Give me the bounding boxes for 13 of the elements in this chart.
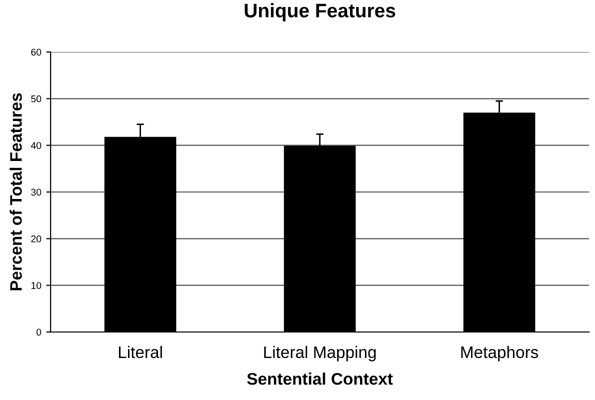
y-axis-title: Percent of Total Features [10, 93, 22, 290]
y-tick-label: 0 [36, 328, 42, 336]
y-tick-label: 50 [31, 95, 42, 102]
chart-title: Unique Features [244, 3, 396, 22]
y-tick-label: 10 [31, 282, 42, 289]
y-tick-label: 30 [31, 188, 42, 196]
y-tick-label: 20 [31, 235, 42, 242]
x-tick-label: Literal Mapping [264, 346, 376, 362]
y-tick-label: 40 [30, 142, 42, 149]
x-tick-label: Metaphors [461, 346, 538, 362]
x-tick-label: Literal [118, 346, 162, 358]
x-axis-title: Sentential Context [247, 372, 393, 385]
y-tick-label: 60 [31, 48, 42, 56]
